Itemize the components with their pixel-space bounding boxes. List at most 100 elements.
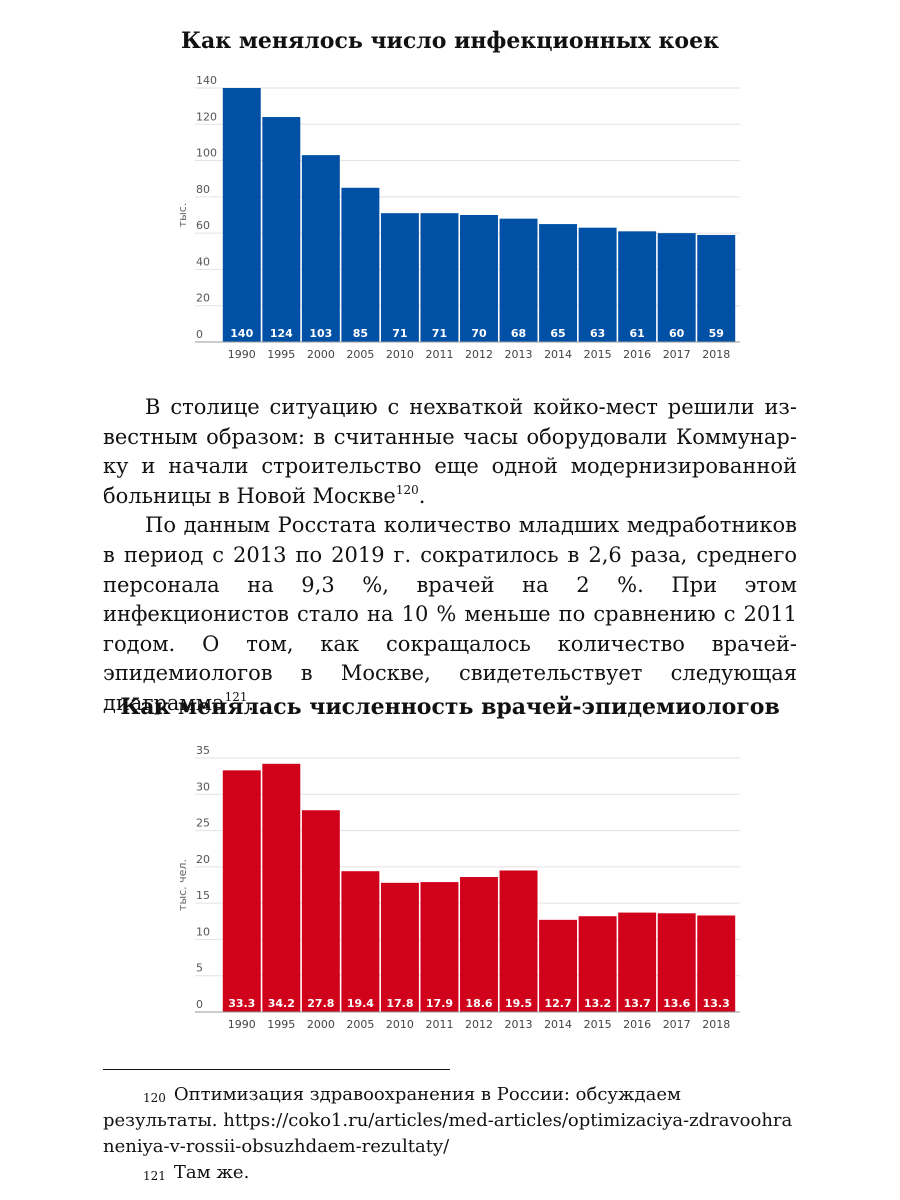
- bar-2015: [578, 227, 617, 342]
- data-label-2014: 65: [550, 327, 565, 340]
- y-axis-label: тыс.: [176, 203, 189, 228]
- x-tick-label: 2000: [307, 1018, 335, 1031]
- y-tick-label: 35: [196, 744, 210, 757]
- y-tick-label: 30: [196, 780, 210, 793]
- y-tick-label: 0: [196, 998, 203, 1011]
- data-label-2017: 60: [669, 327, 685, 340]
- data-label-2012: 18.6: [465, 997, 492, 1010]
- y-tick-label: 10: [196, 925, 210, 938]
- bar-2011: [420, 882, 459, 1012]
- chart-1-title: Как менялось число инфекционных коек: [181, 28, 719, 54]
- bar-2017: [657, 233, 696, 342]
- y-tick-label: 40: [196, 255, 210, 268]
- data-label-2014: 12.7: [545, 997, 572, 1010]
- y-tick-label: 5: [196, 962, 203, 975]
- bar-2015: [578, 916, 617, 1012]
- x-tick-label: 2011: [425, 1018, 453, 1031]
- data-label-2005: 85: [353, 327, 368, 340]
- bar-2018: [697, 234, 736, 342]
- x-tick-label: 2015: [584, 348, 612, 361]
- footnote-120: 120 Оптимизация здравоохранения в России:…: [103, 1084, 793, 1157]
- x-tick-label: 2012: [465, 348, 493, 361]
- data-label-2015: 13.2: [584, 997, 611, 1010]
- bar-2016: [618, 912, 657, 1012]
- bar-1990: [222, 770, 261, 1012]
- bar-2000: [301, 155, 340, 342]
- epidemiologists-chart: 0 5 10 15 20 25 30 35 тыс. чел. 33.3 1990 34.2 1995 2…: [176, 744, 740, 1031]
- y-axis-label: тыс. чел.: [176, 859, 189, 911]
- data-label-2018: 13.3: [703, 997, 730, 1010]
- x-tick-label: 2017: [663, 1018, 691, 1031]
- x-tick-label: 1990: [228, 348, 256, 361]
- x-tick-label: 2010: [386, 348, 414, 361]
- data-label-1990: 33.3: [228, 997, 255, 1010]
- x-tick-label: 2010: [386, 1018, 414, 1031]
- bar-2012: [460, 215, 498, 342]
- y-tick-label: 80: [196, 183, 210, 196]
- data-label-2005: 19.4: [347, 997, 374, 1010]
- bar-2010: [380, 882, 419, 1012]
- data-label-2015: 63: [590, 327, 605, 340]
- y-tick-label: 120: [196, 110, 217, 123]
- x-tick-label: 2012: [465, 1018, 493, 1031]
- x-tick-label: 2005: [346, 1018, 374, 1031]
- x-tick-label: 2013: [505, 348, 533, 361]
- data-label-2017: 13.6: [663, 997, 690, 1010]
- footnote-separator: [103, 1069, 450, 1070]
- infectious-beds-chart: 0 20 40 60 80 100 120 140 тыс. 140 1990 124 1995 103 2…: [176, 74, 740, 361]
- data-label-2010: 17.8: [386, 997, 413, 1010]
- y-tick-label: 100: [196, 147, 217, 160]
- footnote-ref-120[interactable]: 120: [395, 482, 419, 497]
- x-tick-label: 2016: [623, 348, 651, 361]
- bar-1995: [262, 117, 301, 343]
- bar-1995: [262, 763, 301, 1012]
- footnote-ref-121[interactable]: 121: [224, 689, 248, 704]
- data-label-2011: 71: [432, 327, 447, 340]
- data-label-2010: 71: [392, 327, 407, 340]
- x-tick-label: 2018: [702, 348, 730, 361]
- x-tick-label: 2014: [544, 1018, 572, 1031]
- y-tick-label: 20: [196, 292, 210, 305]
- bar-2013: [499, 218, 538, 342]
- footnote-121: 121 Там же.: [143, 1162, 250, 1183]
- x-tick-label: 2014: [544, 348, 572, 361]
- data-label-2013: 68: [511, 327, 526, 340]
- bar-2005: [341, 871, 380, 1012]
- x-tick-label: 1995: [267, 348, 295, 361]
- body-text: В столице ситуацию с нехваткой койко-мес…: [103, 393, 797, 719]
- data-label-2012: 70: [471, 327, 487, 340]
- y-tick-label: 60: [196, 219, 210, 232]
- data-label-1995: 124: [270, 327, 293, 340]
- x-tick-label: 2005: [346, 348, 374, 361]
- x-tick-label: 1995: [267, 1018, 295, 1031]
- chart-2-title: Как менялась численность врачей-эпидемио…: [120, 694, 780, 720]
- paragraph-1: В столице ситуацию с нехваткой койко-мес…: [103, 395, 797, 508]
- y-tick-label: 15: [196, 889, 210, 902]
- bar-2010: [380, 213, 419, 342]
- data-label-2018: 59: [709, 327, 724, 340]
- data-label-2011: 17.9: [426, 997, 453, 1010]
- bar-2016: [618, 231, 657, 342]
- x-tick-label: 2015: [584, 1018, 612, 1031]
- data-label-2016: 61: [629, 327, 644, 340]
- footnote-120-link[interactable]: https://coko1.ru/articles/med-articles/o…: [103, 1110, 793, 1157]
- x-tick-label: 2013: [505, 1018, 533, 1031]
- y-tick-label: 140: [196, 74, 217, 87]
- y-tick-label: 25: [196, 817, 210, 830]
- y-tick-label: 0: [196, 328, 203, 341]
- bar-2012: [460, 877, 498, 1012]
- data-label-2000: 27.8: [307, 997, 334, 1010]
- data-label-2016: 13.7: [624, 997, 651, 1010]
- bar-2014: [539, 919, 578, 1012]
- paragraph-2: По данным Росстата количество младших ме…: [103, 513, 797, 715]
- bar-2000: [301, 810, 340, 1012]
- bar-2005: [341, 187, 380, 342]
- bar-2014: [539, 224, 578, 342]
- bar-2018: [697, 915, 736, 1012]
- x-tick-label: 2000: [307, 348, 335, 361]
- bar-1990: [222, 88, 261, 342]
- footnotes: 120 Оптимизация здравоохранения в России:…: [103, 1082, 797, 1186]
- x-tick-label: 2017: [663, 348, 691, 361]
- x-tick-label: 2016: [623, 1018, 651, 1031]
- data-label-2000: 103: [309, 327, 332, 340]
